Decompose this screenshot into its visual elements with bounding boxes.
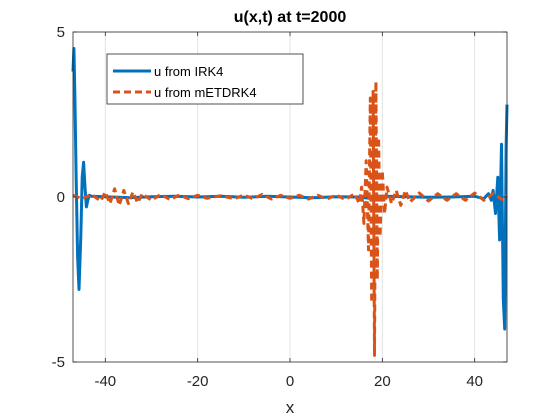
x-tick-label: 40 xyxy=(466,373,483,390)
x-tick-label: 0 xyxy=(286,373,294,390)
x-tick-label: -40 xyxy=(94,373,116,390)
x-axis-label: x xyxy=(286,398,295,417)
legend-box xyxy=(106,53,304,105)
x-tick-labels: -40 -20 0 20 40 xyxy=(94,373,483,390)
ticks xyxy=(73,31,507,363)
y-tick-label: 0 xyxy=(57,189,65,206)
y-tick-labels: -5 0 5 xyxy=(52,24,65,371)
legend-label-metdrk4: u from mETDRK4 xyxy=(154,85,257,100)
x-tick-label: 20 xyxy=(374,373,391,390)
legend-label-irk4: u from IRK4 xyxy=(154,64,223,79)
chart-title: u(x,t) at t=2000 xyxy=(234,9,347,26)
y-tick-label: -5 xyxy=(52,354,65,371)
legend: u from IRK4 u from mETDRK4 xyxy=(106,53,304,105)
series-layer xyxy=(71,47,509,357)
y-tick-label: 5 xyxy=(57,24,65,41)
x-tick-label: -20 xyxy=(187,373,209,390)
